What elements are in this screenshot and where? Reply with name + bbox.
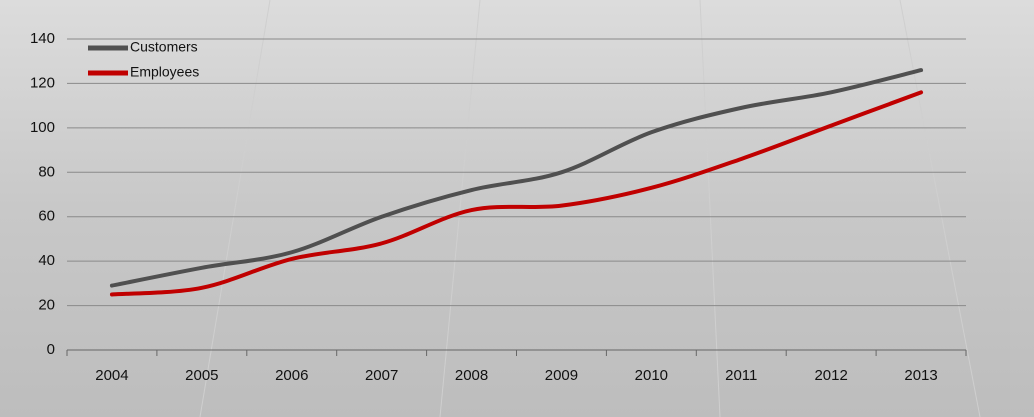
y-tick-label: 60: [38, 208, 55, 225]
x-tick-label: 2013: [904, 367, 937, 384]
legend-label: Customers: [130, 39, 198, 55]
x-tick-label: 2008: [455, 367, 488, 384]
x-tick-label: 2010: [635, 367, 668, 384]
series-line: [109, 68, 924, 288]
y-tick-label: 140: [30, 30, 55, 47]
x-tick-label: 2004: [95, 367, 128, 384]
series-line: [109, 90, 924, 297]
x-tick-label: 2006: [275, 367, 308, 384]
y-tick-label: 100: [30, 119, 55, 136]
x-tick-label: 2009: [545, 367, 578, 384]
y-tick-label: 120: [30, 74, 55, 91]
y-tick-label: 40: [38, 252, 55, 269]
x-tick-label: 2012: [814, 367, 847, 384]
x-tick-label: 2011: [725, 367, 757, 384]
pavement-lines: [199, 0, 981, 417]
x-tick-label: 2005: [185, 367, 218, 384]
y-tick-label: 20: [38, 297, 55, 314]
y-tick-label: 80: [38, 163, 55, 180]
y-tick-label: 0: [47, 341, 55, 358]
x-tick-label: 2007: [365, 367, 398, 384]
legend-label: Employees: [130, 64, 199, 80]
